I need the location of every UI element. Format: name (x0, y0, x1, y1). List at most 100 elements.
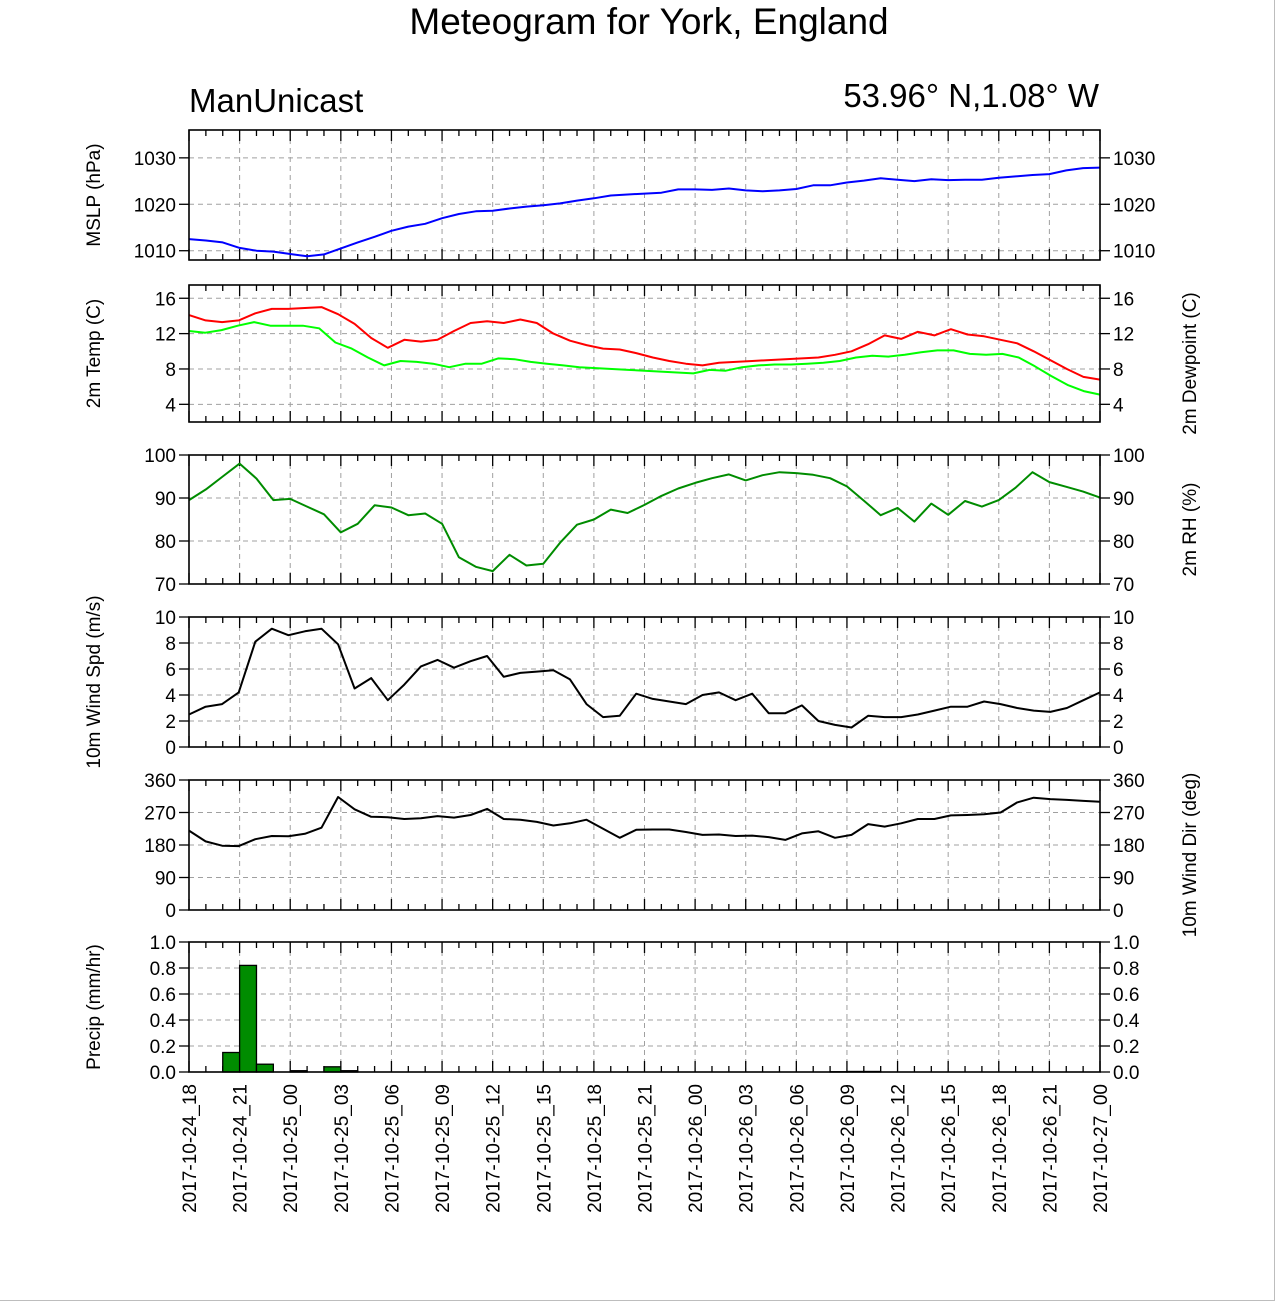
y-tick-label-left: 70 (155, 575, 176, 596)
panel-frame (188, 779, 1101, 911)
y-tick-label-left: 8 (165, 360, 176, 381)
y-tick-label-right: 70 (1113, 575, 1134, 596)
y-tick-label-left: 1.0 (150, 933, 176, 954)
y-tick-label-right: 100 (1113, 446, 1145, 467)
panel-frame (188, 454, 1101, 585)
y-tick-label-right: 80 (1113, 532, 1134, 553)
y-tick-label-left: 360 (144, 771, 176, 792)
y-tick-label-left: 10 (155, 608, 176, 629)
y-tick-label-right: 1.0 (1113, 933, 1139, 954)
y-tick-label-right: 90 (1113, 489, 1134, 510)
y-tick-label-left: 6 (165, 660, 176, 681)
y-tick-label-left: 1030 (134, 149, 176, 170)
y-tick-label-left: 180 (144, 836, 176, 857)
series-line-rh (188, 462, 1101, 573)
y-tick-label-right: 0 (1113, 901, 1124, 922)
y-tick-label-left: 0.6 (150, 985, 176, 1006)
time-tick-label: 2017-10-25_12 (484, 1084, 505, 1213)
y-tick-label-right: 12 (1113, 325, 1134, 346)
y-tick-label-left: 4 (165, 395, 176, 416)
y-tick-label-left: 2 (165, 712, 176, 733)
y-tick-label-right: 1030 (1113, 149, 1155, 170)
y-tick-label-left: 90 (155, 489, 176, 510)
y-axis-label-left: 10m Wind Spd (m/s) (84, 595, 105, 768)
y-tick-label-left: 0.0 (150, 1063, 176, 1084)
y-axis-label-left: 2m Temp (C) (84, 299, 105, 408)
y-tick-label-right: 1020 (1113, 195, 1155, 216)
time-tick-label: 2017-10-26_06 (787, 1084, 808, 1213)
time-tick-label: 2017-10-26_18 (990, 1084, 1011, 1213)
time-tick-label: 2017-10-24_21 (231, 1084, 252, 1213)
series-line-wind_dir (188, 796, 1101, 848)
y-tick-label-left: 270 (144, 804, 176, 825)
panel-rh: 70 70 80 80 90 90 100 100 2m RH (%) (144, 446, 1201, 596)
y-tick-label-left: 12 (155, 325, 176, 346)
time-tick-label: 2017-10-26_09 (838, 1084, 859, 1213)
precip-bar (255, 1063, 275, 1073)
y-tick-label-right: 0.0 (1113, 1063, 1139, 1084)
time-tick-label: 2017-10-26_21 (1040, 1084, 1061, 1213)
y-tick-label-right: 2 (1113, 712, 1124, 733)
y-tick-label-right: 0 (1113, 738, 1124, 759)
y-tick-label-right: 360 (1113, 771, 1145, 792)
y-tick-label-right: 1010 (1113, 242, 1155, 263)
time-tick-label: 2017-10-24_18 (180, 1084, 201, 1213)
y-axis-label-right: 2m RH (%) (1180, 483, 1201, 577)
y-tick-label-right: 90 (1113, 869, 1134, 890)
model-name: ManUnicast (189, 82, 363, 119)
time-axis: 2017-10-24_18 2017-10-24_21 2017-10-25_00 2… (180, 1084, 1112, 1213)
time-tick-label: 2017-10-26_00 (686, 1084, 707, 1213)
panel-frame (188, 284, 1101, 423)
series-line-mslp (188, 166, 1101, 258)
y-tick-label-right: 0.6 (1113, 985, 1139, 1006)
y-tick-label-left: 16 (155, 289, 176, 310)
time-tick-label: 2017-10-25_00 (281, 1084, 302, 1213)
precip-bar (222, 1051, 241, 1073)
y-tick-label-left: 0 (165, 901, 176, 922)
y-tick-label-right: 10 (1113, 608, 1134, 629)
series-line-temp (188, 306, 1101, 381)
series-line-wind_speed (188, 627, 1101, 729)
time-tick-label: 2017-10-26_03 (737, 1084, 758, 1213)
time-tick-label: 2017-10-25_06 (382, 1084, 403, 1213)
y-tick-label-right: 0.4 (1113, 1011, 1140, 1032)
y-tick-label-left: 100 (144, 446, 176, 467)
y-tick-label-right: 0.8 (1113, 959, 1139, 980)
y-tick-label-left: 0.2 (150, 1037, 176, 1058)
panel-frame (188, 616, 1101, 748)
y-tick-label-right: 8 (1113, 360, 1124, 381)
y-tick-label-left: 4 (165, 686, 176, 707)
panel-precip: 0.0 0.0 0.2 0.2 0.4 0.4 0.6 0.6 0.8 0.8 1.0 1.0 Prec… (84, 933, 1140, 1084)
y-tick-label-left: 1010 (134, 242, 176, 263)
y-tick-label-right: 4 (1113, 395, 1124, 416)
time-tick-label: 2017-10-25_03 (332, 1084, 353, 1213)
y-axis-label-right: 10m Wind Dir (deg) (1180, 773, 1201, 938)
time-tick-label: 2017-10-25_18 (585, 1084, 606, 1213)
y-tick-label-left: 0.4 (150, 1011, 177, 1032)
y-tick-label-right: 16 (1113, 289, 1134, 310)
location-coordinates: 53.96° N,1.08° W (843, 77, 1100, 114)
y-tick-label-right: 4 (1113, 686, 1124, 707)
y-tick-label-right: 6 (1113, 660, 1124, 681)
time-tick-label: 2017-10-25_09 (433, 1084, 454, 1213)
y-tick-label-left: 8 (165, 634, 176, 655)
y-tick-label-left: 80 (155, 532, 176, 553)
panel-mslp: 1010 1010 1020 1020 1030 1030 MSLP (hPa) (84, 129, 1155, 263)
y-tick-label-right: 270 (1113, 804, 1145, 825)
y-tick-label-right: 8 (1113, 634, 1124, 655)
y-axis-label-right: 2m Dewpoint (C) (1180, 292, 1201, 435)
panel-wind-speed: 0 0 2 2 4 4 6 6 8 8 10 10 10m Wind Spd (m/s) (84, 595, 1134, 768)
time-tick-label: 2017-10-27_00 (1091, 1084, 1112, 1213)
y-axis-label-left: Precip (mm/hr) (84, 944, 105, 1070)
y-tick-label-left: 90 (155, 869, 176, 890)
panel-wind-dir: 0 0 90 90 180 180 270 270 360 360 10m Wind Dir (de… (144, 771, 1201, 937)
panel-frame (188, 129, 1101, 261)
y-tick-label-left: 0 (165, 738, 176, 759)
time-tick-label: 2017-10-26_12 (889, 1084, 910, 1213)
time-tick-label: 2017-10-25_15 (534, 1084, 555, 1213)
y-tick-label-right: 0.2 (1113, 1037, 1139, 1058)
y-tick-label-left: 0.8 (150, 959, 176, 980)
chart-title: Meteogram for York, England (409, 1, 888, 42)
